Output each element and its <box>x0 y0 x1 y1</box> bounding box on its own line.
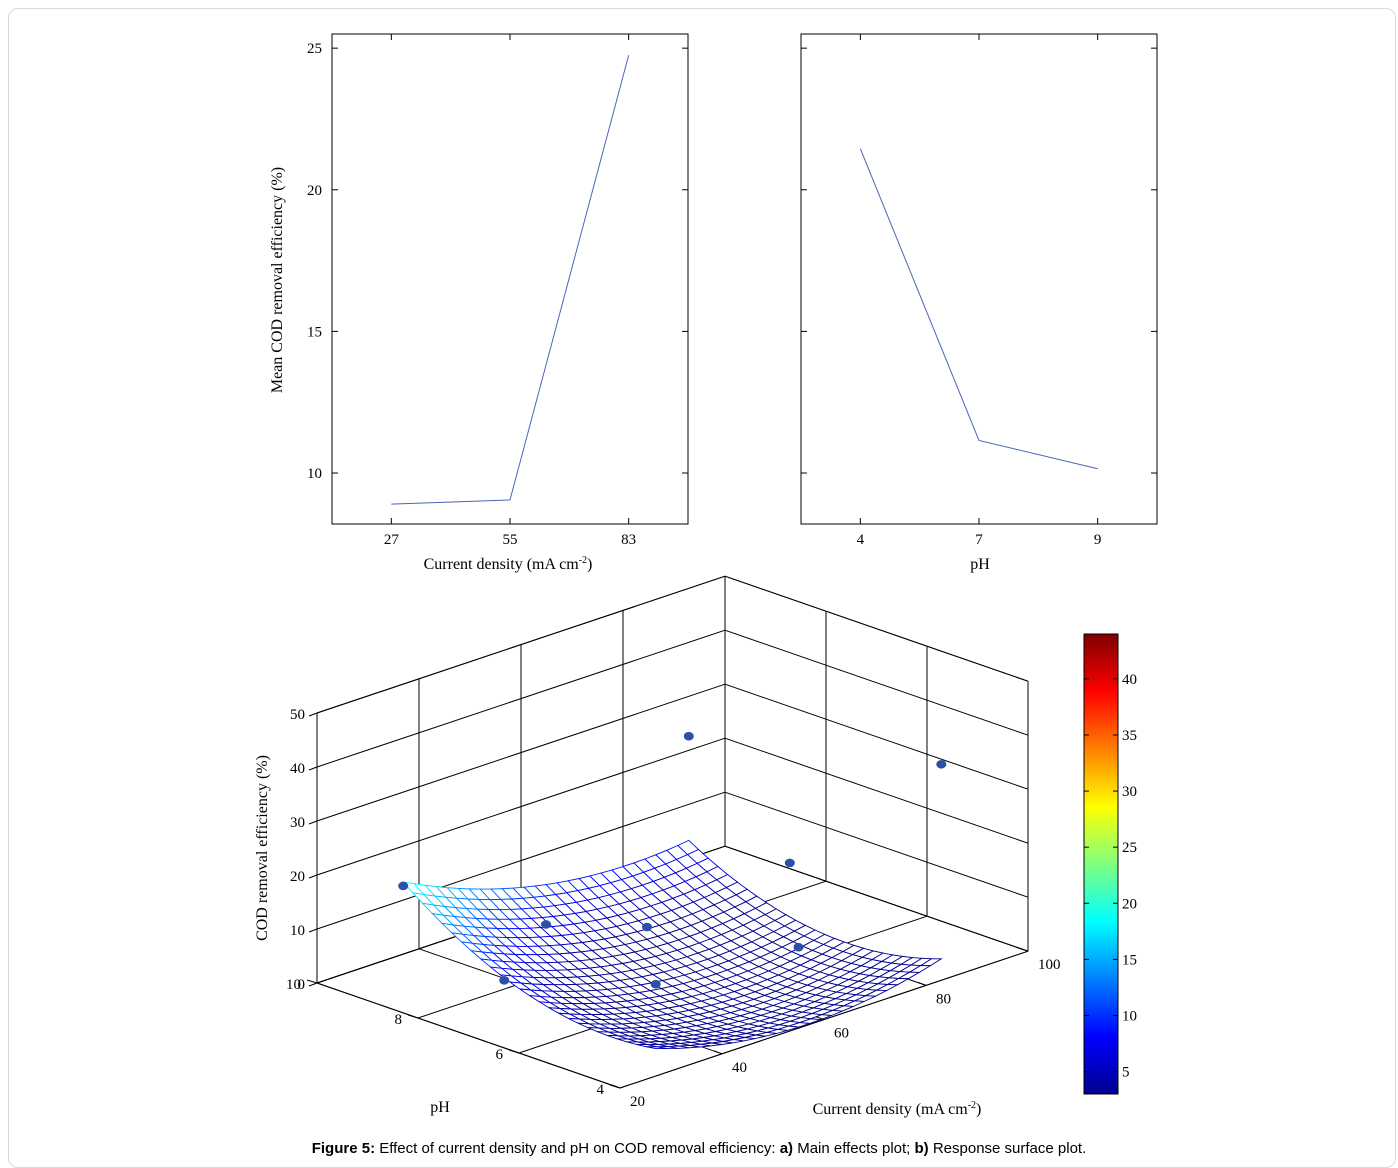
y-tick <box>306 979 318 984</box>
surface-cell <box>645 1046 667 1050</box>
right-wall-grid-horizontal <box>724 629 1029 736</box>
x-tick-label: 60 <box>834 1026 849 1042</box>
z-axis-title: COD removal efficiency (%) <box>254 755 271 941</box>
colorbar-tick-label: 30 <box>1122 784 1137 800</box>
colorbar-tick-label: 10 <box>1122 1008 1137 1024</box>
z-tick <box>308 820 318 825</box>
back-wall-grid-horizontal <box>316 791 726 930</box>
x-tick-label: 4 <box>857 532 865 548</box>
colorbar-tick-label: 25 <box>1122 840 1137 856</box>
x-tick <box>815 1016 825 1021</box>
x-tick-label: 20 <box>630 1094 645 1110</box>
x-tick-label: 9 <box>1094 532 1102 548</box>
back-wall-grid-horizontal <box>316 737 726 876</box>
experimental-points <box>398 731 947 989</box>
back-wall-grid-horizontal <box>316 629 726 768</box>
data-point <box>642 922 652 932</box>
x-tick <box>917 981 927 986</box>
colorbar-ticks: 5 10 15 20 25 30 35 40 <box>1084 672 1137 1081</box>
y-tick-label: 4 <box>597 1082 605 1098</box>
x-tick-label: 7 <box>975 532 983 548</box>
data-point <box>398 881 409 891</box>
colorbar-tick-label: 40 <box>1122 672 1137 688</box>
data-point <box>650 979 661 989</box>
z-tick <box>308 928 318 933</box>
response-surface-mesh <box>402 839 943 1050</box>
series-line <box>859 148 1098 470</box>
y-tick-label: 20 <box>307 183 322 199</box>
colorbar-gradient <box>1083 633 1119 1095</box>
y-tick-label: 10 <box>307 466 322 482</box>
colorbar: 5 10 15 20 25 30 35 40 <box>1083 633 1137 1095</box>
data-point <box>499 976 510 985</box>
x-tick <box>611 1084 621 1089</box>
x-axis-title: Current density (mA cm-2) <box>424 555 593 573</box>
data-point <box>936 759 947 769</box>
z-tick-label: 30 <box>290 815 305 831</box>
plot-frame <box>800 33 1158 525</box>
z-tick <box>308 874 318 879</box>
x-axis-title: Current density (mA cm-2) <box>813 1100 982 1118</box>
x-tick-labels: 4 7 9 <box>857 532 1102 548</box>
data-point <box>683 731 694 741</box>
y-axis-title: Mean COD removal efficiency (%) <box>269 167 286 393</box>
z-tick-label: 40 <box>290 761 305 777</box>
colorbar-tick-label: 35 <box>1122 728 1137 744</box>
x-tick-label: 40 <box>732 1060 747 1076</box>
series-line <box>391 55 630 505</box>
x-tick-label: 80 <box>936 991 951 1007</box>
x-tick-label: 27 <box>384 532 400 548</box>
floor-grid-x <box>724 845 1029 952</box>
right-wall-grid-horizontal <box>724 575 1029 682</box>
y-tick-label: 6 <box>496 1047 504 1063</box>
z-tick-label: 10 <box>290 923 305 939</box>
x-tick-label: 55 <box>503 532 518 548</box>
y-tick-labels: 10 15 20 25 <box>307 41 322 482</box>
z-tick-label: 50 <box>290 707 305 723</box>
y-tick-label: 25 <box>307 41 322 57</box>
z-tick <box>308 712 318 717</box>
x-tick <box>1019 947 1029 952</box>
z-tick <box>308 982 318 987</box>
x-tick <box>713 1050 723 1055</box>
z-tick-label: 20 <box>290 869 305 885</box>
z-tick-label: 0 <box>298 977 306 993</box>
main-effects-ph-chart: 4 7 9 pH <box>800 33 1158 573</box>
colorbar-tick-label: 20 <box>1122 896 1137 912</box>
data-point <box>541 920 551 929</box>
right-wall-grid-horizontal <box>724 791 1029 898</box>
y-tick <box>508 1049 520 1054</box>
y-axis-title: pH <box>430 1099 450 1116</box>
x-tick-labels: 27 55 83 <box>384 532 636 548</box>
data-point <box>784 858 795 868</box>
back-wall-grid-horizontal <box>316 575 726 714</box>
main-effects-current-density-chart: 10 15 20 25 27 55 83 Mean COD removal efficie… <box>269 33 689 573</box>
back-wall-grid-horizontal <box>316 683 726 822</box>
z-tick <box>308 766 318 771</box>
x-tick-label: 100 <box>1038 957 1061 973</box>
colorbar-tick-label: 5 <box>1122 1065 1130 1081</box>
y-tick-label: 8 <box>395 1012 403 1028</box>
x-tick-label: 83 <box>621 532 636 548</box>
floor-grid-x <box>316 982 621 1089</box>
right-wall-grid-horizontal <box>724 737 1029 844</box>
plot-frame <box>331 33 689 525</box>
y-tick-label: 15 <box>307 324 322 340</box>
right-wall-grid-horizontal <box>724 683 1029 790</box>
y-tick-label: 10 <box>286 977 301 993</box>
y-tick <box>407 1014 419 1019</box>
colorbar-tick-label: 15 <box>1122 952 1137 968</box>
axis-ticks <box>332 34 688 524</box>
figure-caption: Figure 5: Effect of current density and … <box>311 1140 1087 1157</box>
data-point <box>793 942 804 952</box>
x-axis-title: pH <box>970 556 990 573</box>
axis-ticks <box>801 34 1157 524</box>
